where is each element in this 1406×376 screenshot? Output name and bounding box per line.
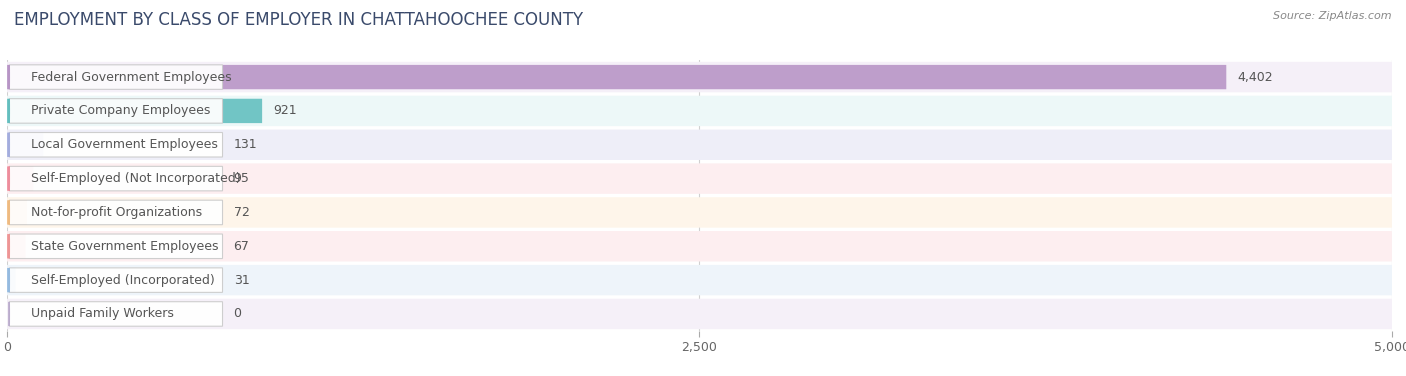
- FancyBboxPatch shape: [7, 231, 1392, 262]
- Text: Not-for-profit Organizations: Not-for-profit Organizations: [31, 206, 202, 219]
- Text: EMPLOYMENT BY CLASS OF EMPLOYER IN CHATTAHOOCHEE COUNTY: EMPLOYMENT BY CLASS OF EMPLOYER IN CHATT…: [14, 11, 583, 29]
- Text: Self-Employed (Not Incorporated): Self-Employed (Not Incorporated): [31, 172, 240, 185]
- Text: 921: 921: [273, 105, 297, 117]
- FancyBboxPatch shape: [7, 163, 1392, 194]
- Text: 95: 95: [233, 172, 249, 185]
- FancyBboxPatch shape: [10, 132, 222, 157]
- FancyBboxPatch shape: [7, 299, 1392, 329]
- FancyBboxPatch shape: [10, 234, 222, 259]
- Text: State Government Employees: State Government Employees: [31, 240, 219, 253]
- Text: Private Company Employees: Private Company Employees: [31, 105, 211, 117]
- FancyBboxPatch shape: [7, 129, 1392, 160]
- FancyBboxPatch shape: [7, 234, 25, 258]
- FancyBboxPatch shape: [10, 166, 222, 191]
- Text: Self-Employed (Incorporated): Self-Employed (Incorporated): [31, 274, 215, 287]
- FancyBboxPatch shape: [10, 65, 222, 89]
- Text: 4,402: 4,402: [1237, 71, 1272, 83]
- FancyBboxPatch shape: [7, 133, 44, 157]
- Text: Federal Government Employees: Federal Government Employees: [31, 71, 232, 83]
- Text: Unpaid Family Workers: Unpaid Family Workers: [31, 308, 174, 320]
- Text: Local Government Employees: Local Government Employees: [31, 138, 218, 151]
- FancyBboxPatch shape: [7, 265, 1392, 296]
- Text: 131: 131: [233, 138, 257, 151]
- FancyBboxPatch shape: [7, 62, 1392, 92]
- FancyBboxPatch shape: [7, 268, 15, 292]
- FancyBboxPatch shape: [10, 99, 222, 123]
- FancyBboxPatch shape: [7, 167, 34, 191]
- FancyBboxPatch shape: [7, 96, 1392, 126]
- FancyBboxPatch shape: [10, 200, 222, 225]
- FancyBboxPatch shape: [7, 99, 262, 123]
- Text: Source: ZipAtlas.com: Source: ZipAtlas.com: [1274, 11, 1392, 21]
- Text: 31: 31: [233, 274, 249, 287]
- FancyBboxPatch shape: [7, 65, 1226, 89]
- FancyBboxPatch shape: [7, 200, 27, 224]
- Text: 0: 0: [233, 308, 242, 320]
- FancyBboxPatch shape: [10, 268, 222, 293]
- Text: 72: 72: [233, 206, 249, 219]
- Text: 67: 67: [233, 240, 249, 253]
- FancyBboxPatch shape: [7, 197, 1392, 228]
- FancyBboxPatch shape: [10, 302, 222, 326]
